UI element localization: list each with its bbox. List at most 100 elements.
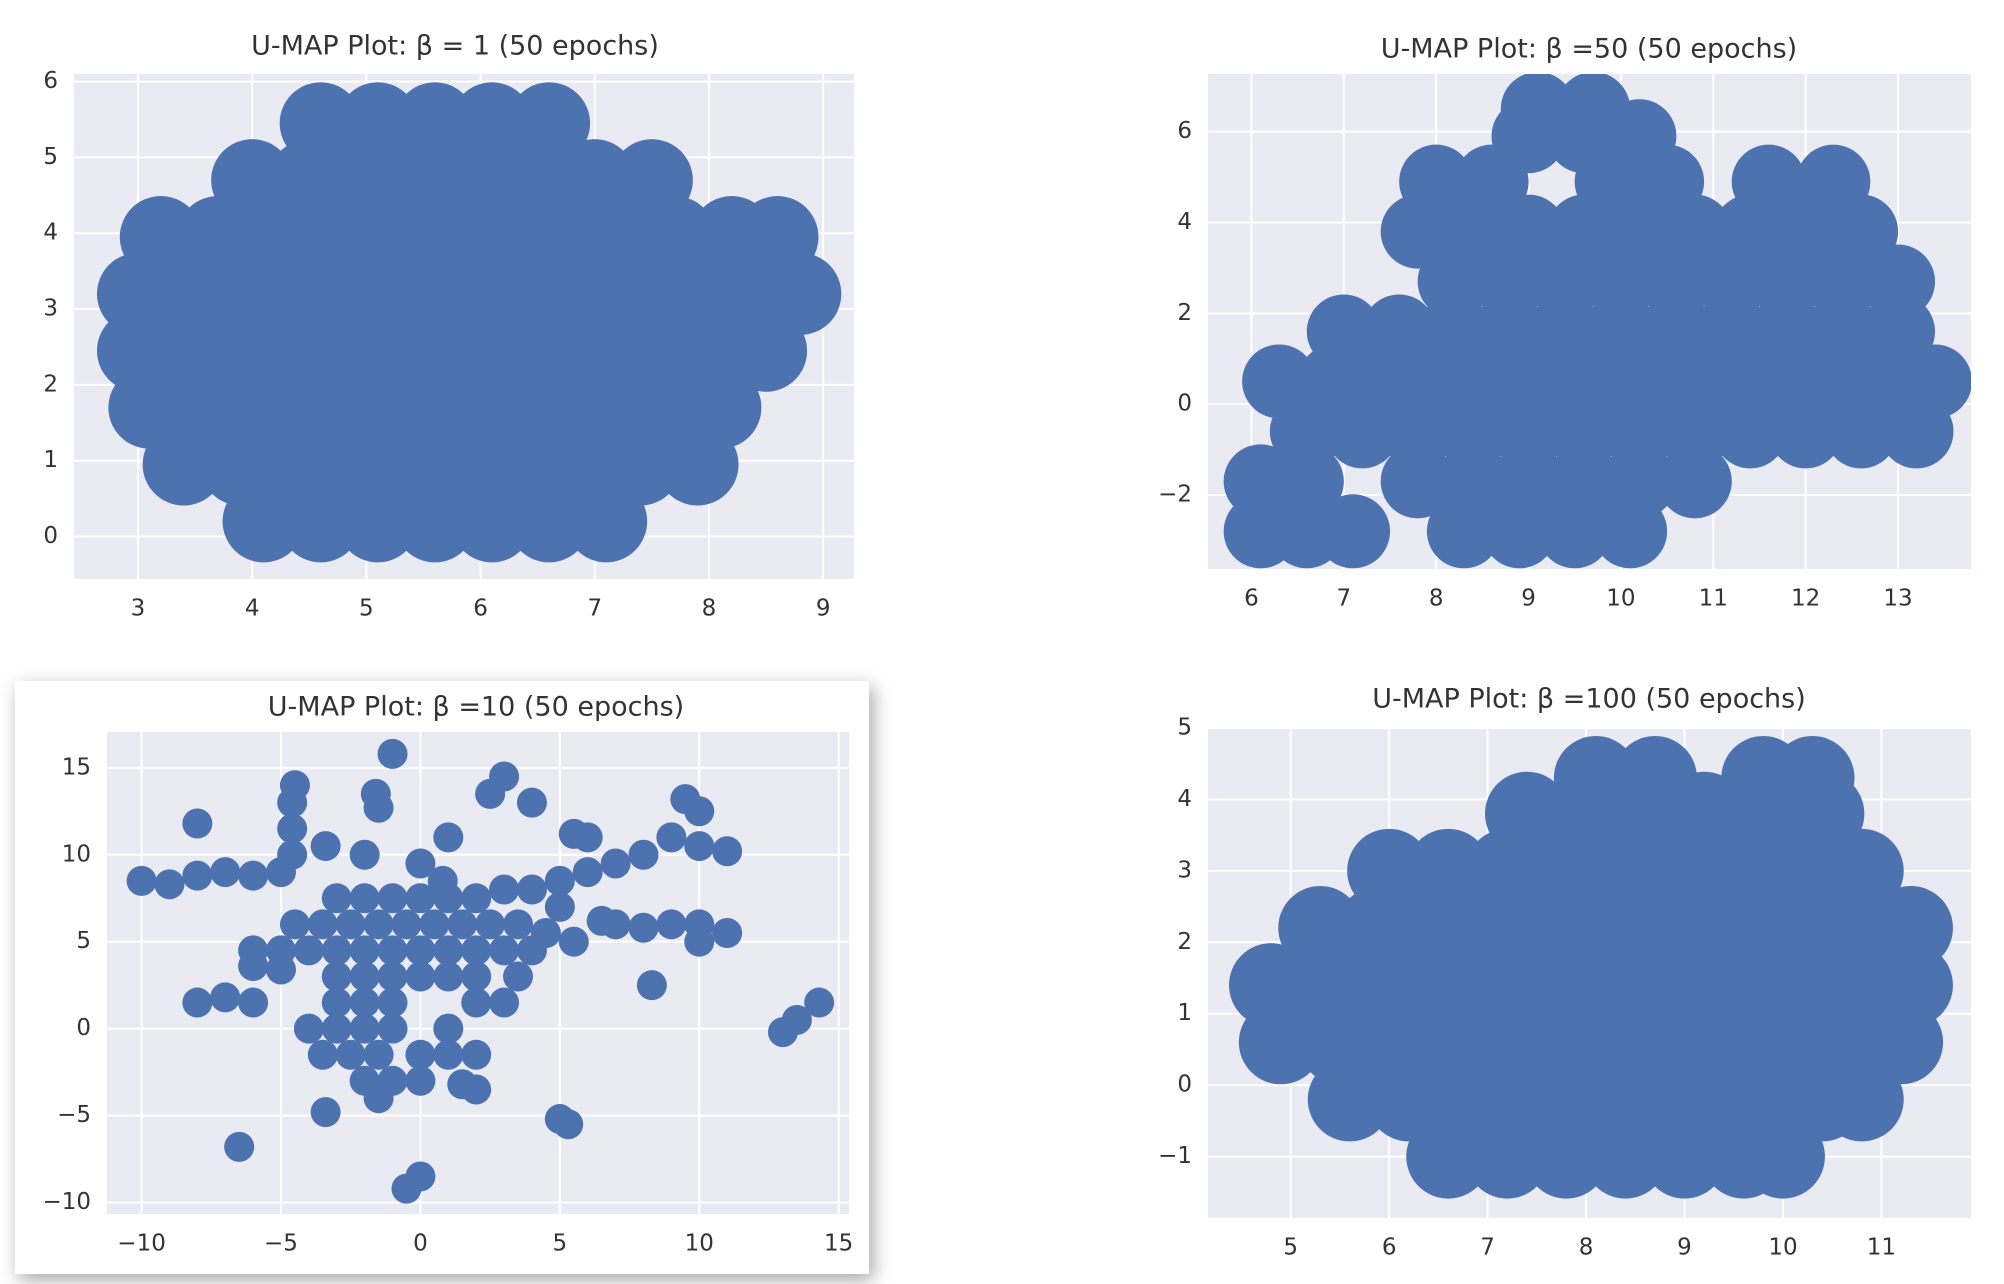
- chart-title: U-MAP Plot: β = 1 (50 epochs): [251, 31, 659, 62]
- point: [656, 822, 687, 853]
- point: [321, 961, 352, 992]
- point: [530, 918, 561, 949]
- y-tick-label: 2: [43, 371, 58, 397]
- point: [310, 1097, 341, 1128]
- point: [684, 831, 715, 862]
- x-tick-label: 11: [1699, 586, 1728, 612]
- point: [439, 309, 522, 392]
- point: [712, 836, 743, 867]
- point: [363, 1039, 394, 1070]
- point: [516, 874, 547, 905]
- x-tick-label: 15: [824, 1231, 853, 1257]
- x-tick-label: 3: [131, 596, 146, 622]
- point: [636, 970, 667, 1001]
- point: [628, 912, 659, 943]
- point: [461, 935, 492, 966]
- point: [1306, 294, 1381, 369]
- point: [96, 309, 179, 392]
- point: [307, 1039, 338, 1070]
- point: [1553, 736, 1638, 820]
- x-tick-label: 12: [1791, 586, 1820, 612]
- point: [503, 909, 534, 940]
- point: [433, 1013, 464, 1044]
- y-tick-label: 4: [1177, 209, 1192, 235]
- point: [405, 935, 436, 966]
- chart-title: U-MAP Plot: β =100 (50 epochs): [1372, 684, 1806, 715]
- x-tick-label: 9: [1521, 586, 1536, 612]
- point: [447, 1069, 478, 1100]
- point: [1278, 886, 1363, 970]
- y-tick-label: 6: [1177, 118, 1192, 144]
- point: [335, 909, 366, 940]
- x-tick-label: 11: [1867, 1235, 1896, 1261]
- y-tick-label: 2: [1177, 929, 1192, 955]
- point: [405, 1039, 436, 1070]
- point: [310, 831, 341, 862]
- point: [377, 883, 408, 914]
- y-tick-label: 5: [1177, 715, 1192, 741]
- point: [268, 309, 351, 392]
- y-tick-label: 5: [76, 928, 91, 954]
- point: [1500, 74, 1575, 146]
- x-tick-label: 6: [1382, 1235, 1397, 1261]
- point: [1556, 74, 1631, 146]
- point: [210, 982, 241, 1013]
- x-tick-label: 10: [1768, 1235, 1797, 1261]
- point: [1399, 144, 1474, 219]
- points: [96, 82, 842, 563]
- point: [553, 309, 636, 392]
- y-tick-label: 0: [43, 523, 58, 549]
- y-tick-label: 4: [43, 220, 58, 246]
- point: [349, 883, 380, 914]
- point: [1406, 828, 1491, 913]
- x-tick-label: 8: [702, 596, 717, 622]
- x-tick-label: 0: [413, 1231, 428, 1257]
- x-tick-label: 7: [1480, 1235, 1495, 1261]
- y-tick-label: 15: [62, 754, 91, 780]
- x-tick-label: −5: [264, 1231, 298, 1257]
- point: [349, 935, 380, 966]
- point: [670, 784, 701, 815]
- x-tick-label: 5: [1283, 1235, 1298, 1261]
- point: [610, 309, 693, 392]
- point: [224, 1131, 255, 1162]
- y-tick-label: 3: [43, 296, 58, 322]
- point: [667, 309, 750, 392]
- point: [393, 82, 476, 165]
- point: [489, 874, 520, 905]
- y-tick-label: 0: [76, 1015, 91, 1041]
- x-tick-label: 7: [1336, 586, 1351, 612]
- point: [516, 787, 547, 818]
- point: [382, 309, 465, 392]
- y-tick-label: −1: [1158, 1143, 1192, 1169]
- point: [433, 1039, 464, 1070]
- point: [1731, 144, 1806, 219]
- x-tick-label: 10: [685, 1231, 714, 1257]
- point: [363, 792, 394, 823]
- subplot: U-MAP Plot: β =50 (50 epochs) 6 7 8 9 10 11 12 1…: [1158, 34, 1971, 612]
- point: [553, 139, 636, 222]
- point: [279, 770, 310, 801]
- point: [489, 761, 520, 792]
- point: [336, 82, 419, 165]
- y-tick-label: 1: [43, 447, 58, 473]
- y-tick-label: −5: [57, 1102, 91, 1128]
- x-tick-label: 6: [473, 596, 488, 622]
- y-tick-label: −2: [1158, 481, 1192, 507]
- point: [610, 139, 693, 222]
- point: [211, 139, 294, 222]
- point: [277, 839, 308, 870]
- y-tick-label: 6: [43, 68, 58, 94]
- point: [558, 926, 589, 957]
- point: [544, 865, 575, 896]
- point: [503, 961, 534, 992]
- y-tick-label: 2: [1177, 300, 1192, 326]
- point: [405, 961, 436, 992]
- point: [182, 860, 213, 891]
- x-tick-label: 13: [1883, 586, 1912, 612]
- chart-title: U-MAP Plot: β =50 (50 epochs): [1381, 34, 1797, 65]
- point: [544, 891, 575, 922]
- point: [433, 961, 464, 992]
- point: [600, 848, 631, 879]
